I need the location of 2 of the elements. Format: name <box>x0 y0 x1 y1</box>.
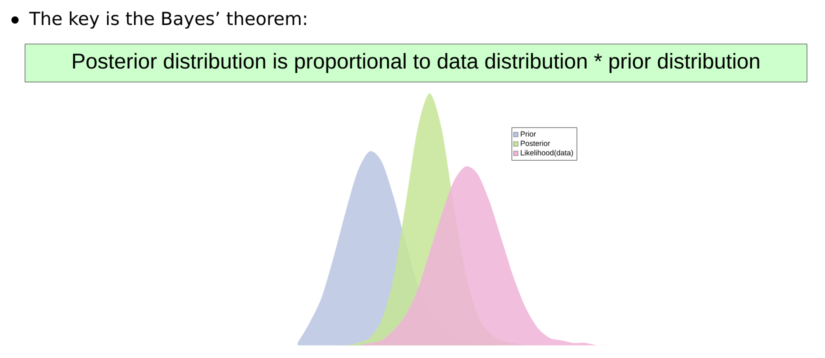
chart-title: The key is the Bayes’ theorem: <box>29 11 306 29</box>
chart-subtitle: Posterior distribution is proportional to data distribution * prior distribution <box>73 53 760 73</box>
